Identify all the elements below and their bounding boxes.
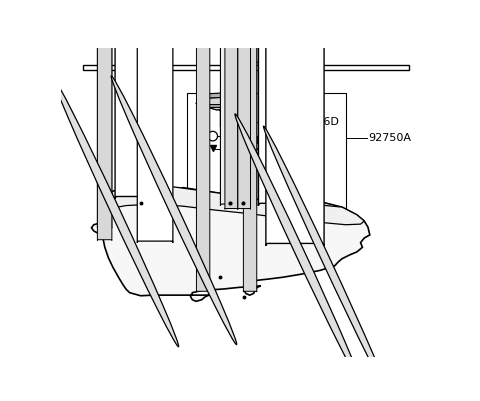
Text: 85610: 85610 <box>222 51 270 66</box>
Bar <box>84 65 408 70</box>
FancyBboxPatch shape <box>258 0 317 206</box>
Ellipse shape <box>111 76 237 344</box>
Polygon shape <box>198 92 252 102</box>
FancyBboxPatch shape <box>266 0 324 246</box>
Bar <box>187 93 346 221</box>
Ellipse shape <box>127 0 142 264</box>
FancyBboxPatch shape <box>97 0 112 241</box>
FancyBboxPatch shape <box>243 0 257 292</box>
Polygon shape <box>209 104 224 107</box>
FancyBboxPatch shape <box>97 0 112 228</box>
Text: 89855B: 89855B <box>119 90 161 100</box>
Polygon shape <box>196 97 250 110</box>
FancyBboxPatch shape <box>238 0 251 209</box>
FancyBboxPatch shape <box>137 0 173 243</box>
FancyBboxPatch shape <box>196 0 210 292</box>
FancyBboxPatch shape <box>220 0 257 206</box>
Text: 18643P: 18643P <box>253 136 295 146</box>
Ellipse shape <box>235 114 360 383</box>
Polygon shape <box>196 97 250 110</box>
Text: 92756D: 92756D <box>295 117 339 127</box>
Polygon shape <box>108 182 364 225</box>
Ellipse shape <box>53 78 179 347</box>
Text: 92750A: 92750A <box>369 133 412 143</box>
FancyBboxPatch shape <box>225 0 238 209</box>
Text: 1243AB: 1243AB <box>248 148 291 158</box>
Polygon shape <box>92 182 370 301</box>
Ellipse shape <box>264 126 390 396</box>
FancyBboxPatch shape <box>115 0 160 199</box>
Circle shape <box>208 131 217 141</box>
